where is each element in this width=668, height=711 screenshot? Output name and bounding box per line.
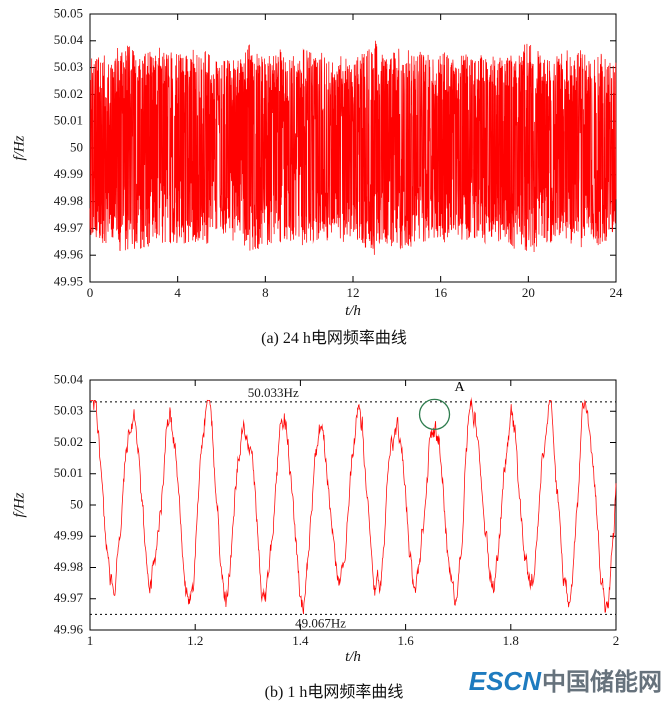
watermark: ESCN中国储能网: [469, 668, 662, 695]
chart-a-xlabel: t/h: [345, 303, 361, 319]
chart-b-caption: (b) 1 h电网频率曲线: [264, 684, 404, 701]
chart-a-plot: [0, 0, 668, 302]
watermark-escn-logo: ESCN: [468, 666, 541, 696]
chart-b-plot: [0, 368, 668, 658]
watermark-cn-text: 中国储能网: [542, 669, 662, 696]
chart-a-ylabel: f/Hz: [11, 135, 28, 161]
chart-b-ylabel: f/Hz: [11, 492, 28, 518]
chart-b-xlabel: t/h: [345, 649, 361, 665]
chart-a-caption: (a) 24 h电网频率曲线: [261, 330, 407, 347]
